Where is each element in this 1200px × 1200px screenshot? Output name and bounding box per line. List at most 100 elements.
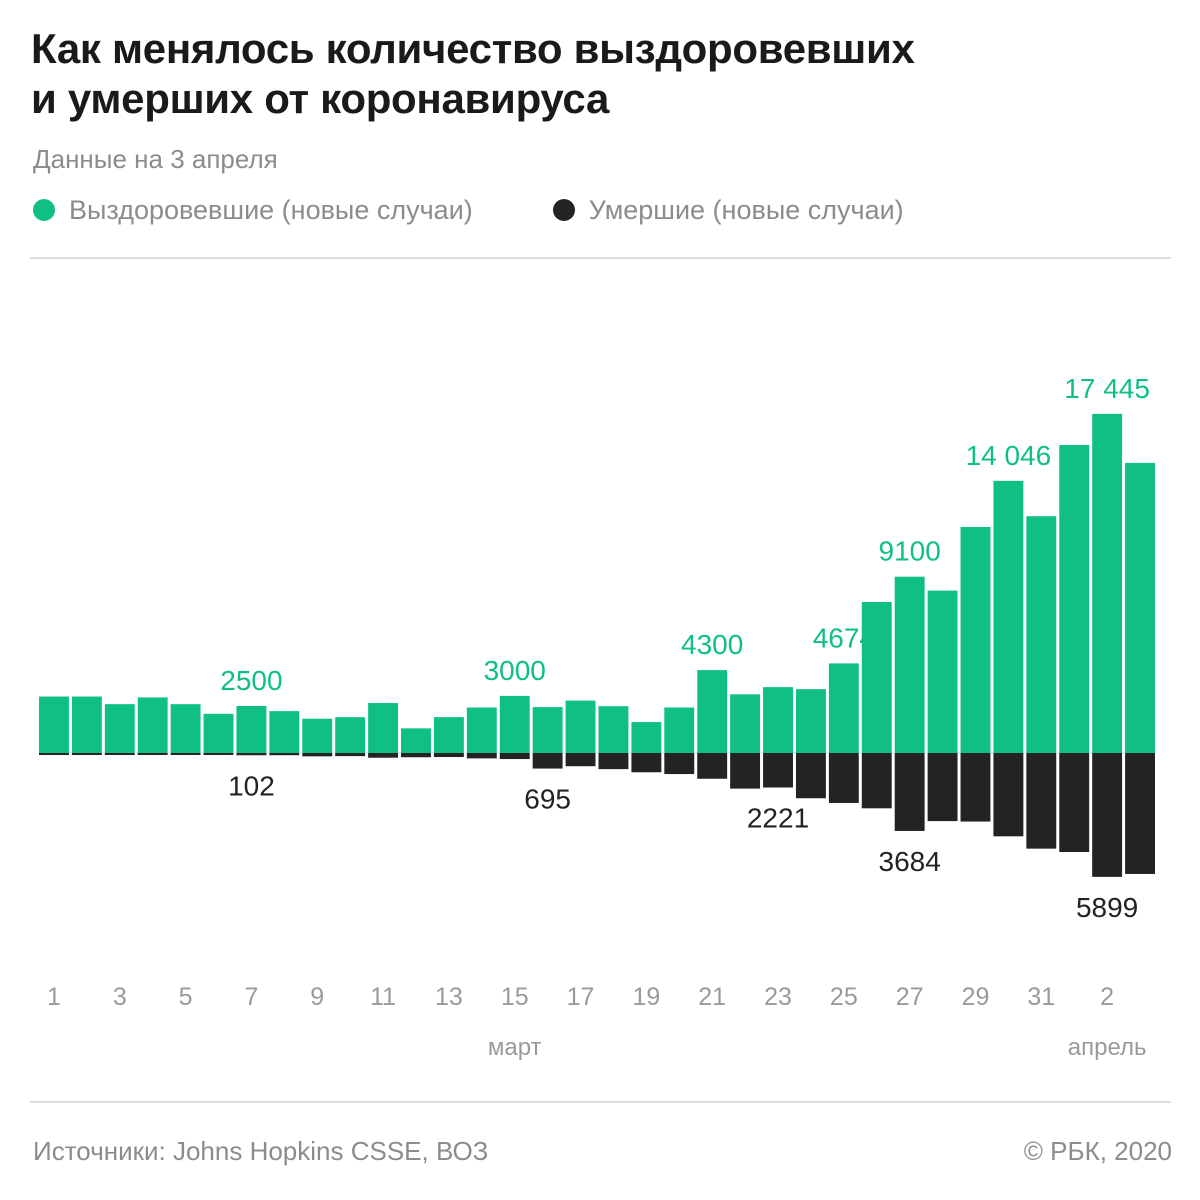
month-label: март [488, 1034, 542, 1061]
bar-recovered [1125, 462, 1155, 753]
bar-recovered [269, 711, 300, 753]
bar-deaths [993, 753, 1024, 837]
bar-recovered [631, 722, 662, 753]
legend-label-recovered: Выздоровевшие (новые случаи) [69, 194, 473, 225]
x-tick-label: 11 [370, 983, 396, 1011]
bar-deaths [927, 753, 958, 822]
chart-subtitle: Данные на 3 апреля [33, 144, 278, 174]
bar-recovered [236, 705, 267, 753]
copyright: © РБК, 2020 [1023, 1136, 1172, 1166]
bar-deaths [203, 753, 234, 755]
chart-title-line-1: Как менялось количество выздоровевших [31, 25, 915, 72]
bar-recovered [335, 717, 366, 753]
bar-deaths [39, 753, 69, 755]
data-label: 2221 [747, 802, 809, 833]
bar-deaths [269, 753, 300, 756]
bar-deaths [466, 753, 497, 759]
bar-deaths [1059, 753, 1090, 853]
data-label: 4300 [681, 629, 743, 660]
bar-recovered [960, 526, 991, 753]
bar-recovered [795, 689, 826, 753]
bar-deaths [499, 753, 530, 760]
data-label: 695 [524, 784, 571, 815]
bar-deaths [368, 753, 399, 758]
data-label: 2500 [220, 665, 282, 696]
bar-deaths [302, 753, 333, 757]
data-label: 3000 [484, 655, 546, 686]
x-tick-label: 7 [244, 983, 258, 1011]
data-label: 3684 [879, 846, 941, 877]
bar-recovered [532, 707, 563, 753]
bar-recovered [203, 713, 234, 753]
x-tick-label: 21 [698, 983, 726, 1011]
bar-recovered [1059, 445, 1090, 753]
bar-recovered [861, 602, 892, 753]
data-label: 102 [228, 770, 275, 801]
bar-recovered [697, 670, 728, 753]
bar-deaths [532, 753, 563, 769]
bar-recovered [1092, 413, 1123, 753]
bottom-divider [30, 1101, 1171, 1103]
chart-title: Как менялось количество выздоровевших и … [31, 24, 1171, 124]
data-label: 17 445 [1064, 373, 1150, 404]
x-tick-label: 25 [830, 983, 858, 1011]
legend-dot-recovered-icon [33, 199, 55, 221]
bar-recovered [368, 703, 399, 753]
bar-deaths [104, 753, 135, 755]
legend-item-deaths: Умершие (новые случаи) [552, 194, 904, 226]
bar-deaths [763, 753, 793, 788]
bar-deaths [401, 753, 431, 758]
bar-deaths [664, 753, 695, 775]
bar-recovered [401, 728, 431, 753]
bar-deaths [137, 753, 168, 755]
legend-dot-deaths-icon [552, 199, 575, 221]
month-label: апрель [1068, 1034, 1147, 1061]
bar-deaths [697, 753, 728, 779]
bar-deaths [598, 753, 629, 770]
x-tick-label: 2 [1100, 983, 1114, 1011]
bar-deaths [894, 753, 925, 831]
bar-deaths [170, 753, 201, 755]
data-label: 14 046 [966, 440, 1052, 471]
bar-deaths [730, 753, 761, 789]
legend-item-recovered: Выздоровевшие (новые случаи) [33, 195, 473, 226]
x-tick-label: 5 [179, 983, 193, 1011]
bar-deaths [433, 753, 464, 758]
bar-recovered [433, 717, 464, 753]
bar-recovered [664, 707, 695, 753]
x-tick-label: 29 [962, 983, 990, 1011]
x-tick-label: 1 [47, 983, 61, 1011]
x-tick-label: 13 [435, 983, 463, 1011]
bar-recovered [894, 576, 925, 753]
bar-deaths [71, 753, 102, 755]
bar-deaths [1125, 753, 1155, 874]
bar-recovered [170, 704, 201, 753]
x-tick-label: 19 [632, 983, 660, 1011]
bar-deaths [236, 753, 267, 756]
bar-deaths [1026, 753, 1057, 849]
data-label: 5899 [1076, 892, 1138, 923]
bar-recovered [565, 700, 596, 753]
bar-recovered [993, 480, 1024, 753]
source-note: Источники: Johns Hopkins CSSE, ВОЗ [33, 1136, 489, 1166]
chart-title-line-2: и умерших от коронавируса [31, 75, 610, 122]
x-tick-label: 15 [501, 983, 529, 1011]
bar-recovered [730, 694, 761, 753]
bar-deaths [335, 753, 366, 757]
top-divider [30, 257, 1171, 259]
bar-recovered [39, 696, 69, 753]
bar-deaths [828, 753, 859, 803]
bar-deaths [960, 753, 991, 822]
bar-recovered [1026, 516, 1057, 753]
bar-deaths [1092, 753, 1123, 877]
bar-recovered [137, 697, 168, 753]
bar-deaths [565, 753, 596, 767]
legend-label-deaths: Умершие (новые случаи) [588, 194, 904, 225]
bar-recovered [927, 590, 958, 753]
bar-recovered [499, 695, 530, 753]
data-label: 9100 [879, 536, 941, 567]
bar-deaths [795, 753, 826, 799]
x-tick-label: 17 [567, 983, 595, 1011]
bar-recovered [598, 706, 629, 753]
